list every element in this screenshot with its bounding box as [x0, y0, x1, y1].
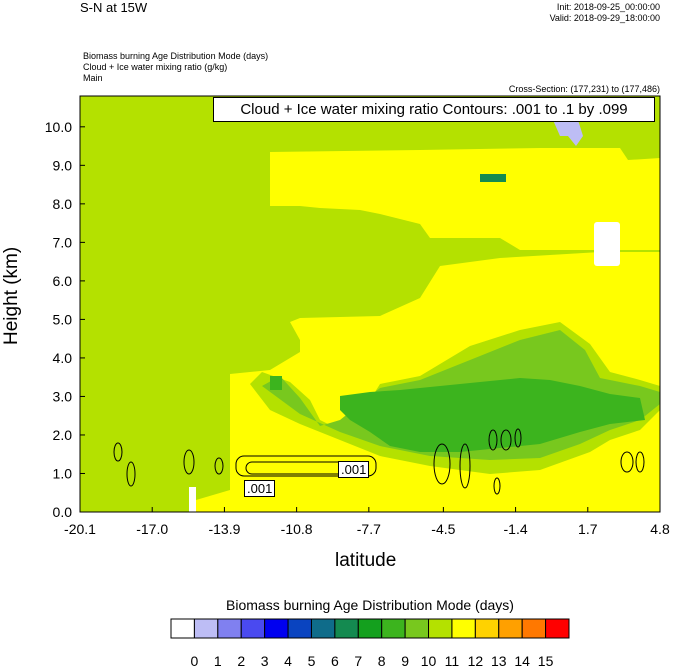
colorbar-tick-label: 5: [308, 653, 316, 668]
plot-frame: [79, 95, 661, 513]
y-tick-label: 10.0: [45, 119, 72, 135]
colorbar: [170, 618, 570, 639]
colorbar-tick-label: 4: [284, 653, 292, 668]
colorbar-tick-label: 12: [468, 653, 484, 668]
colorbar-swatch: [451, 618, 476, 639]
contour-line: [433, 443, 451, 485]
colorbar-swatch: [428, 618, 453, 639]
colorbar-swatch: [217, 618, 242, 639]
colorbar-tick-label: 14: [514, 653, 530, 668]
contour-label: .001: [338, 461, 370, 478]
y-tick-label: 5.0: [53, 311, 73, 327]
colorbar-tick-label: 8: [378, 653, 386, 668]
colorbar-swatch: [264, 618, 289, 639]
contour-line: [488, 429, 498, 451]
cross-section-label: Cross-Section: (177,231) to (177,486): [508, 84, 660, 94]
colorbar-swatch: [474, 618, 500, 639]
colorbar-swatch: [310, 618, 336, 639]
colorbar-tick-label: 15: [538, 653, 554, 668]
x-axis-ticks: -20.1 -17.0 -13.9 -10.8 -7.7 -4.5 -1.4 1.7 4.8: [64, 507, 670, 537]
colorbar-swatch: [545, 618, 570, 639]
y-tick-label: 1.0: [53, 465, 73, 481]
contour-line: [113, 442, 123, 462]
field-label-1: Biomass burning Age Distribution Mode (d…: [83, 51, 269, 61]
x-axis-label: latitude: [335, 550, 397, 571]
colorbar-swatch: [381, 618, 406, 639]
contour-line: [620, 451, 634, 473]
y-tick-label: 9.0: [53, 157, 73, 173]
field-dark-green-sliver: [480, 174, 506, 182]
colorbar-labels: 0 1 2 3 4 5 6 7 8 9 10 11 12 13 14 15: [191, 653, 554, 668]
colorbar-tick-label: 0: [191, 653, 199, 668]
x-tick-label: -1.4: [504, 521, 528, 537]
contour-line: [214, 457, 224, 475]
y-tick-label: 7.0: [53, 234, 73, 250]
heatmap-field: [80, 96, 660, 512]
colorbar-swatch: [287, 618, 312, 639]
y-tick-label: 0.0: [53, 504, 73, 520]
field-yellow-upper: [270, 148, 660, 250]
colorbar-tick-label: 3: [261, 653, 269, 668]
colorbar-title: Biomass burning Age Distribution Mode (d…: [226, 597, 514, 613]
colorbar-swatch: [521, 618, 547, 639]
x-tick-label: -13.9: [208, 521, 240, 537]
x-tick-label: 1.7: [578, 521, 598, 537]
contour-line: [459, 443, 471, 489]
x-tick-label: -17.0: [136, 521, 168, 537]
x-tick-label: -4.5: [431, 521, 455, 537]
x-tick-label: -7.7: [357, 521, 381, 537]
x-tick-label: -20.1: [64, 521, 96, 537]
valid-time: Valid: 2018-09-29_18:00:00: [549, 13, 660, 23]
field-white-sliver: [189, 487, 196, 512]
x-tick-label: -10.8: [281, 521, 313, 537]
colorbar-tick-label: 2: [237, 653, 245, 668]
y-tick-label: 8.0: [53, 196, 73, 212]
field-white-patch: [594, 222, 620, 266]
field-lavender-patch: [553, 120, 583, 146]
field-label-3: Main: [83, 73, 103, 83]
contour-line: [500, 429, 512, 451]
x-tick-label: 4.8: [650, 521, 670, 537]
y-tick-label: 2.0: [53, 427, 73, 443]
field-dark-green-sliver-2: [270, 376, 282, 390]
colorbar-tick-label: 7: [354, 653, 362, 668]
colorbar-tick-label: 6: [331, 653, 339, 668]
y-tick-label: 6.0: [53, 273, 73, 289]
contour-line: [183, 449, 195, 475]
colorbar-swatch: [334, 618, 359, 639]
init-time: Init: 2018-09-25_00:00:00: [556, 2, 660, 12]
y-tick-label: 3.0: [53, 388, 73, 404]
contour-line: [635, 451, 645, 473]
y-axis-ticks: 0.0 1.0 2.0 3.0 4.0 5.0 6.0 7.0 8.0 9.0 10.0: [45, 119, 85, 520]
contour-line: [514, 428, 522, 448]
colorbar-tick-label: 9: [401, 653, 409, 668]
contour-info-box: Cloud + Ice water mixing ratio Contours:…: [213, 97, 655, 122]
colorbar-swatch: [193, 618, 219, 639]
colorbar-swatch: [404, 618, 430, 639]
contour-line: [126, 461, 136, 487]
y-axis-label: Height (km): [1, 246, 22, 345]
colorbar-swatch: [357, 618, 383, 639]
colorbar-swatch: [240, 618, 266, 639]
colorbar-tick-label: 13: [491, 653, 507, 668]
contour-line: [235, 455, 377, 477]
colorbar-swatch: [170, 618, 195, 639]
y-tick-label: 4.0: [53, 350, 73, 366]
colorbar-swatch: [498, 618, 523, 639]
colorbar-tick-label: 1: [214, 653, 222, 668]
colorbar-tick-label: 11: [445, 653, 460, 668]
field-label-2: Cloud + Ice water mixing ratio (g/kg): [83, 62, 228, 72]
plot-title: S-N at 15W: [80, 0, 148, 15]
contour-line: [493, 477, 501, 495]
field-core-green: [340, 378, 645, 452]
contour-label: .001: [244, 480, 276, 497]
colorbar-tick-label: 10: [421, 653, 437, 668]
